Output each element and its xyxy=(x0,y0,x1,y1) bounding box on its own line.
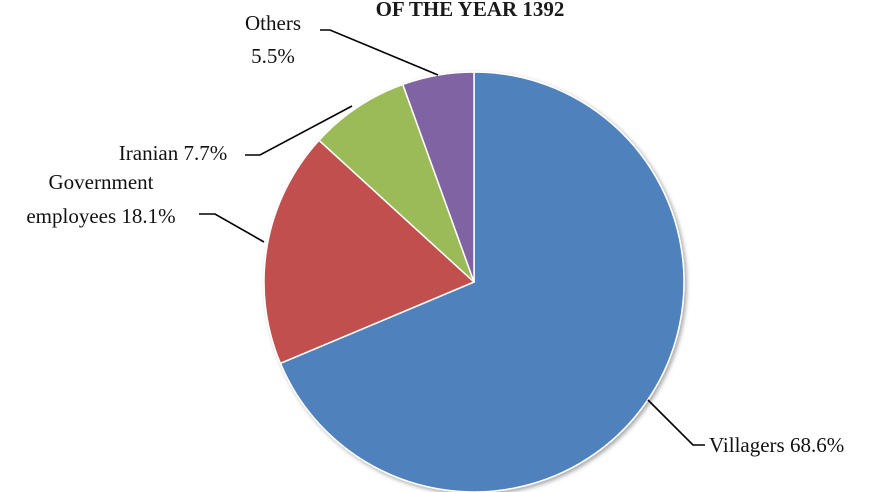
pie-slices xyxy=(263,71,685,492)
data-label-government-line1: Government xyxy=(49,170,154,194)
leader-line-government xyxy=(199,213,265,243)
chart-title: OF THE YEAR 1392 xyxy=(376,0,565,21)
data-label-iranian: Iranian 7.7% xyxy=(119,141,227,165)
pie-slice-villagers xyxy=(279,71,685,492)
data-label-villagers: Villagers 68.6% xyxy=(709,433,844,457)
data-label-others-line2: 5.5% xyxy=(251,44,295,68)
data-label-others-line1: Others xyxy=(245,11,301,35)
leader-line-villagers xyxy=(647,399,705,446)
leader-line-iranian xyxy=(245,105,353,156)
pie-slice-government-employees xyxy=(263,139,476,365)
pie-slice-iranian xyxy=(317,83,475,283)
data-label-government-line2: employees 18.1% xyxy=(26,204,175,228)
leader-line-others xyxy=(320,29,439,76)
